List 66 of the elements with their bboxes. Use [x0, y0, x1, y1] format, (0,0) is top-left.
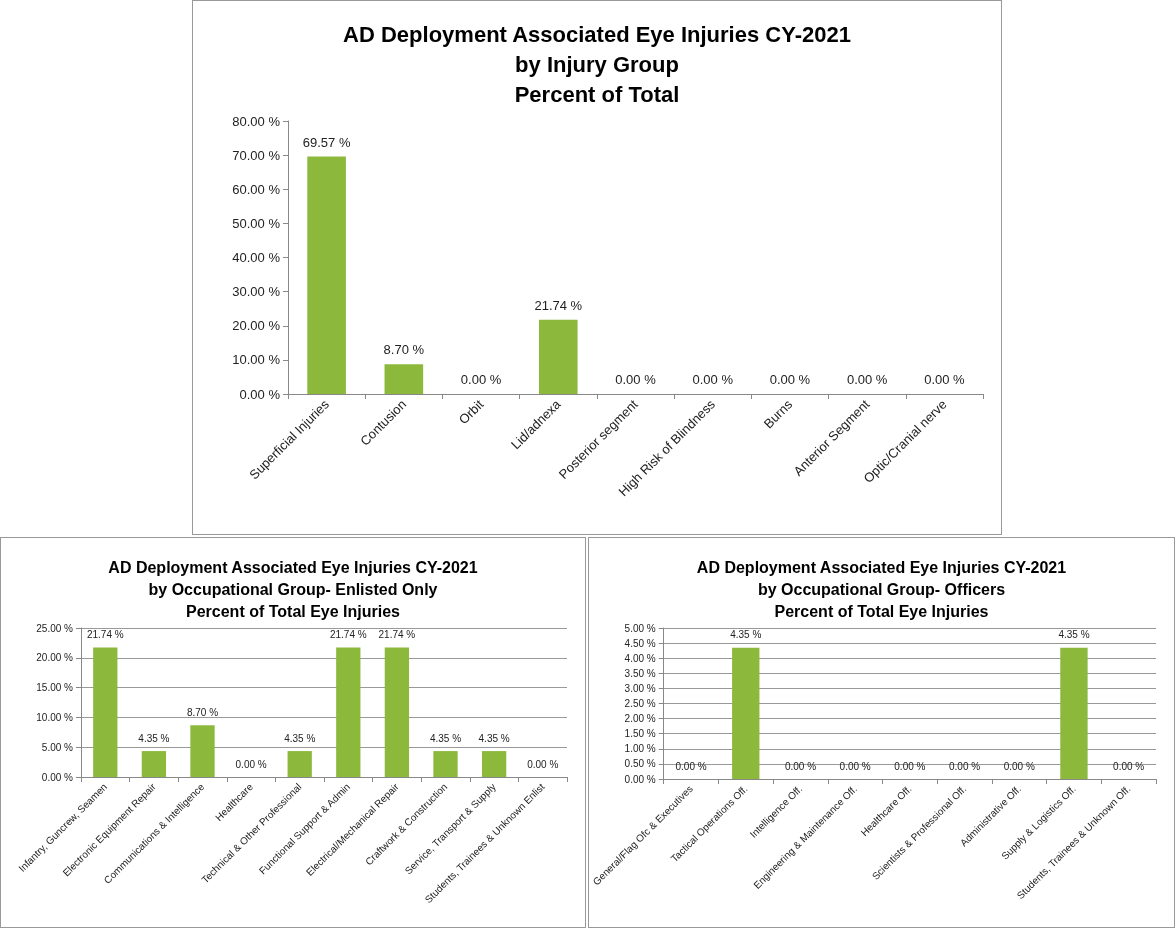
y-tick-label: 15.00 % [36, 682, 74, 694]
y-tick-label: 40.00 % [232, 250, 281, 265]
data-label: 0.00 % [1003, 760, 1035, 772]
y-tick-label: 2.50 % [624, 698, 656, 709]
y-tick-label: 70.00 % [232, 147, 281, 163]
data-label: 0.00 % [675, 760, 707, 772]
data-label: 0.00 % [769, 372, 811, 387]
data-label: 4.35 % [1058, 629, 1090, 641]
data-label: 0.00 % [1113, 760, 1145, 772]
y-tick-label: 10.00 % [36, 711, 74, 723]
data-label: 21.74 % [534, 297, 583, 313]
y-tick-label: 4.50 % [624, 637, 656, 649]
data-label: 4.35 % [284, 732, 316, 744]
bar [384, 647, 410, 777]
data-label: 0.00 % [460, 372, 502, 387]
bar [481, 751, 507, 777]
y-tick-label: 30.00 % [232, 284, 281, 300]
y-tick-label: 4.00 % [624, 652, 656, 664]
bar [93, 647, 118, 777]
data-label: 8.70 % [383, 342, 425, 358]
data-label: 0.00 % [948, 760, 981, 772]
y-tick-label: 5.00 % [624, 622, 656, 634]
data-label: 69.57 % [302, 134, 351, 150]
data-label: 8.70 % [186, 706, 219, 718]
data-label: 0.00 % [894, 760, 926, 772]
y-tick-label: 5.00 % [41, 741, 74, 753]
y-tick-label: 0.00 % [239, 386, 281, 402]
y-tick-label: 0.50 % [624, 758, 656, 770]
y-tick-label: 0.00 % [41, 771, 74, 783]
y-tick-label: 3.50 % [624, 667, 656, 679]
y-tick-label: 50.00 % [232, 215, 281, 231]
y-tick-label: 10.00 % [232, 352, 281, 368]
data-label: 4.35 % [138, 732, 170, 744]
data-label: 21.74 % [86, 628, 124, 640]
chart-title: AD Deployment Associated Eye Injuries CY-2021 by Occupational Group- Enlisted Only Percent of Total Eye Injuries [108, 559, 478, 620]
y-tick-label: 0.00 % [624, 773, 656, 785]
data-label: 4.35 % [478, 732, 510, 744]
y-tick-label: 1.00 % [624, 743, 656, 755]
y-tick-label: 1.50 % [624, 728, 656, 740]
bar [141, 751, 167, 777]
data-label: 21.74 % [329, 628, 367, 640]
y-tick-label: 2.00 % [624, 713, 656, 725]
y-tick-label: 20.00 % [36, 652, 74, 664]
bar [190, 725, 215, 777]
data-label: 0.00 % [924, 372, 966, 387]
data-label: 0.00 % [527, 758, 559, 770]
y-tick-label: 60.00 % [232, 181, 281, 197]
bar [307, 156, 346, 394]
y-tick-label: 20.00 % [232, 318, 281, 334]
data-label: 0.00 % [846, 372, 888, 387]
bar [384, 364, 424, 394]
chart-title: AD Deployment Associated Eye Injuries CY-2021 by Injury Group Percent of Total [343, 22, 851, 107]
data-label: 0.00 % [839, 760, 871, 772]
chart-title: AD Deployment Associated Eye Injuries CY-2021 by Occupational Group- Officers Percent of Total Eye Injuries [696, 559, 1067, 620]
y-tick-label: 25.00 % [36, 622, 74, 634]
data-label: 4.35 % [429, 732, 462, 744]
y-tick-label: 80.00 % [232, 113, 281, 129]
data-label: 0.00 % [784, 760, 817, 772]
data-label: 21.74 % [378, 628, 416, 640]
y-tick-label: 3.00 % [624, 682, 656, 694]
bar [336, 647, 361, 777]
bar [287, 751, 312, 777]
data-label: 0.00 % [692, 372, 734, 387]
bar [433, 751, 458, 777]
bar [538, 319, 578, 394]
data-label: 4.35 % [730, 629, 762, 641]
